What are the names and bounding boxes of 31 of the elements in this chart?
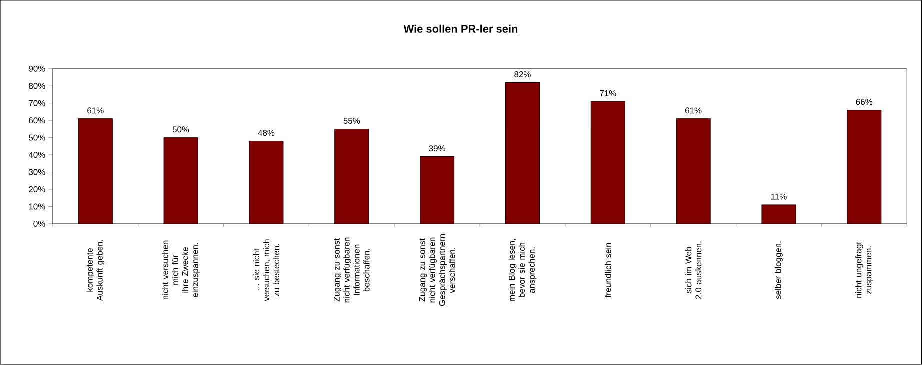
x-tick-label: selber bloggen. [775,242,783,300]
y-tick-label: 0% [34,221,46,227]
y-tick-label: 20% [29,186,46,193]
y-tick-label: 80% [29,83,46,90]
y-tick-label: 50% [29,134,46,141]
data-label: 55% [344,118,360,124]
y-tick-label: 70% [29,100,46,106]
chart-title: Wie sollen PR-ler sein [404,24,518,33]
x-tick-label: kompetente Auskunft geben. [86,240,105,302]
y-tick-label: 90% [29,66,46,72]
x-tick-label: freundlich sein [605,243,612,298]
data-label: 11% [771,194,787,200]
data-label: 71% [600,90,616,96]
data-label: 61% [686,108,702,114]
x-tick-label: nicht ungefragt zuspammen. [855,242,874,298]
x-tick-label: mein Blog lesen, bevor sie mich ansprechen. [508,239,537,302]
data-label: 39% [429,146,446,152]
data-label: 66% [856,99,873,106]
data-label: 50% [172,126,190,133]
x-tick-label: Zugang zu sonst nicht verfügbaren Informationen beschaffen. [334,238,370,303]
x-tick-label: Zugang zu sonst nicht verfügbaren Gesprächspartnern verschaffen. [419,234,456,306]
x-tick-label: nicht versuchen mich für ihre Zwecke einzuspannen. [162,240,200,300]
data-label: 61% [88,108,104,114]
data-label: 48% [258,130,275,136]
x-tick-label: … sie nicht versuchen, mich zu bestechen. [253,240,280,302]
y-tick-label: 30% [29,169,46,176]
data-label: 82% [514,72,531,78]
y-tick-label: 60% [29,118,46,124]
x-tick-label: sich im Web 2.0 auskennen. [685,242,702,300]
y-tick-label: 10% [29,204,46,210]
y-tick-label: 40% [28,152,46,158]
